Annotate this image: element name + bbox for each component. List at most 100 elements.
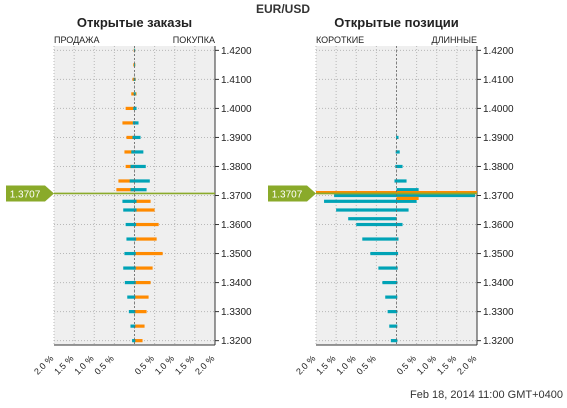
y-tick-label: 1.3600 [221,220,252,231]
bar-right [134,339,136,343]
bar-left [122,121,135,125]
y-tick-label: 1.4200 [483,46,514,57]
current-price-label: 1.3707 [10,189,41,200]
open-orders-chart: Открытые заказы ПРОДАЖА ПОКУПКА 2.0 % 1.5 % 1… [6,15,252,377]
bar-right [396,310,398,314]
bar-left [370,251,397,256]
bar-left [122,199,135,203]
bar-right [134,121,139,125]
x-tick-label: 0.5 % [133,353,156,376]
y-tick-label: 1.4100 [221,75,252,86]
y-tick-label: 1.3900 [221,133,252,144]
chart-title: Открытые заказы [77,15,192,30]
bar-left [390,339,397,343]
bar-left [124,150,135,154]
bar-right [134,237,137,241]
x-tick-label: 2.0 % [294,353,317,376]
bar-right [134,295,149,299]
right-side-label: ПОКУПКА [173,35,215,45]
bar-right [134,222,159,227]
bar-right [396,196,419,201]
bar-left [118,179,135,183]
bar-left [324,199,397,203]
bar-right [134,199,151,203]
bar-right [134,208,155,212]
x-tick-label: 2.0 % [193,353,216,376]
bar-right [396,280,398,285]
y-tick-label: 1.3700 [221,191,252,202]
bar-left [395,164,397,169]
x-tick-label: 1.5 % [52,353,75,376]
bar-right [134,251,136,256]
y-tick-label: 1.3900 [483,133,514,144]
bar-left [394,179,397,183]
x-tick-label: 0.5 % [92,353,115,376]
bar-right [396,188,419,192]
y-tick-label: 1.3800 [483,162,514,173]
x-tick-label: 0.5 % [354,353,377,376]
bar-right [134,199,137,203]
bar-right [396,208,409,212]
bar-right [396,295,398,299]
bar-left [130,164,135,169]
bar-left [132,135,135,140]
bar-right [134,324,145,328]
bar-right [396,339,398,343]
left-side-label: ПРОДАЖА [54,35,100,45]
bar-right [134,280,136,285]
y-tick-label: 1.3500 [483,249,514,260]
bar-right [396,150,400,154]
bar-left [382,280,397,285]
bar-right [134,324,136,328]
bar-left [395,150,397,154]
bar-left [378,266,397,270]
bar-right [396,266,398,270]
bar-right [134,92,136,96]
bar-left [123,266,135,270]
x-tick-label: 1.0 % [153,353,176,376]
chart-title: Открытые позиции [334,15,458,30]
bar-left [128,310,135,314]
bar-right [134,208,137,212]
current-price-tag [268,185,316,202]
bar-right [134,266,136,270]
bar-right [396,135,399,140]
bar-right [134,164,146,169]
bar-left [129,179,135,183]
bar-left [134,63,135,67]
bar-left [116,188,135,192]
bar-right [134,266,153,270]
bar-left [124,251,135,256]
bar-right [396,164,403,169]
bar-right [396,179,407,183]
bar-right [134,339,143,343]
bar-left [123,208,135,212]
bar-left [389,324,397,328]
left-side-label: КОРОТКИЕ [316,35,364,45]
bar-left [133,106,135,111]
bar-right [134,135,141,140]
bar-left [334,193,397,198]
bar-left [133,77,135,81]
bar-left [124,280,135,285]
bar-left [362,237,397,241]
bar-right [396,193,475,198]
bar-right [396,222,403,227]
bar-right [396,190,477,195]
y-tick-label: 1.3700 [483,191,514,202]
timestamp: Feb 18, 2014 11:00 GMT+0400 [410,389,563,401]
bar-right [396,324,398,328]
symbol-title: EUR/USD [256,2,310,16]
bar-right [134,106,137,111]
y-tick-label: 1.3500 [221,249,252,260]
bar-left [348,217,397,221]
bar-left [130,324,135,328]
bar-right [134,280,151,285]
bar-left [132,77,135,81]
bar-right [134,188,147,192]
y-tick-label: 1.4000 [483,104,514,115]
bar-left [336,208,397,212]
y-tick-label: 1.4200 [221,46,252,57]
